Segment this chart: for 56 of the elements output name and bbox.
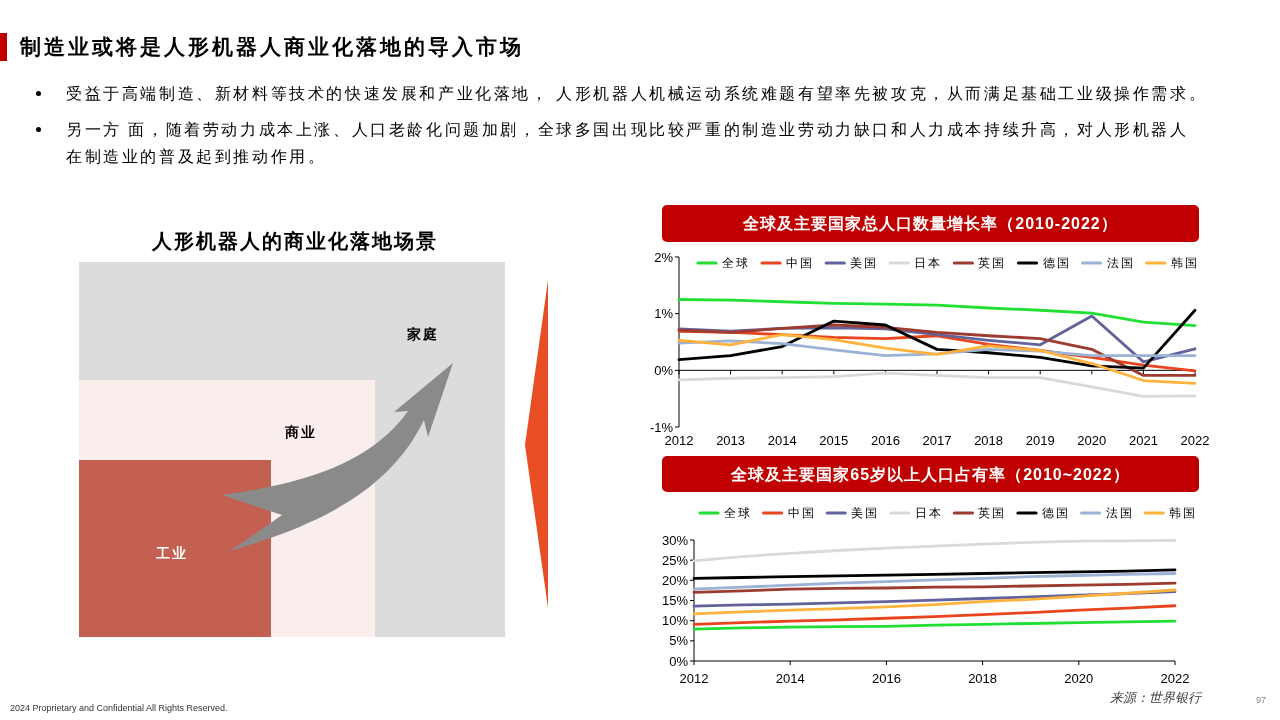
text: 2024 Proprietary and Confidential All Rights Reserved.: [10, 703, 228, 713]
legend-label: 法国: [1106, 256, 1135, 270]
chart-title: 全球及主要国家总人口数量增长率（2010-2022）: [742, 214, 1118, 233]
x-tick-label: 2020: [1077, 433, 1107, 448]
x-tick-label: 2022: [1180, 433, 1210, 448]
y-tick-label: 20%: [661, 572, 689, 588]
text: 工业: [155, 546, 188, 561]
source-note: 来源：世界银行: [1110, 690, 1203, 705]
x-tick-label: 2018: [974, 433, 1004, 448]
x-tick-label: 2013: [716, 433, 746, 448]
x-tick-label: 2020: [1064, 671, 1094, 686]
legend-label: 德国: [1042, 256, 1071, 270]
text: 97: [1256, 695, 1267, 705]
y-tick-label: 0%: [669, 653, 689, 669]
y-tick-label: 5%: [669, 633, 689, 649]
legend-label: 英国: [978, 506, 1007, 520]
chart-title: 全球及主要国家65岁以上人口占有率（2010~2022）: [730, 464, 1130, 484]
legend-label: 英国: [978, 256, 1007, 270]
text: 家庭: [406, 326, 439, 342]
x-tick-label: 2019: [1025, 433, 1055, 448]
text: 商业: [284, 424, 317, 440]
x-tick-label: 2022: [1160, 671, 1190, 686]
legend-label: 全球: [724, 506, 752, 520]
text: 人形机器人的商业化落地场景: [151, 230, 438, 252]
legend-label: 全球: [722, 256, 750, 270]
legend-label: 美国: [851, 506, 880, 520]
y-tick-label: 30%: [661, 532, 689, 548]
x-tick-label: 2015: [819, 433, 849, 448]
legend-label: 中国: [786, 256, 815, 270]
x-tick-label: 2018: [968, 671, 998, 686]
y-tick-label: 10%: [661, 613, 689, 629]
x-tick-label: 2014: [767, 433, 797, 448]
x-tick-label: 2021: [1128, 433, 1158, 448]
y-tick-label: 25%: [661, 552, 689, 568]
legend-label: 韩国: [1170, 256, 1199, 270]
x-tick-label: 2012: [679, 671, 709, 686]
legend-label: 日本: [914, 506, 943, 520]
y-tick-label: 0%: [654, 362, 674, 378]
x-tick-label: 2016: [871, 671, 901, 686]
legend-label: 美国: [850, 256, 879, 270]
legend-label: 日本: [914, 256, 943, 270]
legend-label: 法国: [1105, 506, 1134, 520]
y-tick-label: 1%: [654, 306, 674, 322]
legend-label: 韩国: [1169, 506, 1198, 520]
text: 另一方 面，随着劳动力成本上涨、人口老龄化问题加剧，全球多国出现比较严重的制造业劳动力缺口和人力成本持续升高，对人形机器人在制造业的普及起到推动作用。: [66, 120, 1190, 167]
x-tick-label: 2017: [922, 433, 952, 448]
x-tick-label: 2016: [870, 433, 900, 448]
x-tick-label: 2014: [775, 671, 805, 686]
y-tick-label: 15%: [661, 593, 689, 608]
x-tick-label: 2012: [664, 433, 694, 448]
y-tick-label: -1%: [649, 419, 674, 435]
legend-label: 德国: [1042, 506, 1070, 520]
text: 受益于高端制造、新材料等技术的快速发展和产业化落地， 人形机器人机械运动系统难题有望率先被攻克，从而满足基础工业级操作需求。: [66, 84, 1209, 104]
y-tick-label: 2%: [654, 249, 674, 265]
legend-label: 中国: [787, 506, 816, 520]
text: 制造业或将是人形机器人商业化落地的导入市场: [20, 34, 524, 61]
